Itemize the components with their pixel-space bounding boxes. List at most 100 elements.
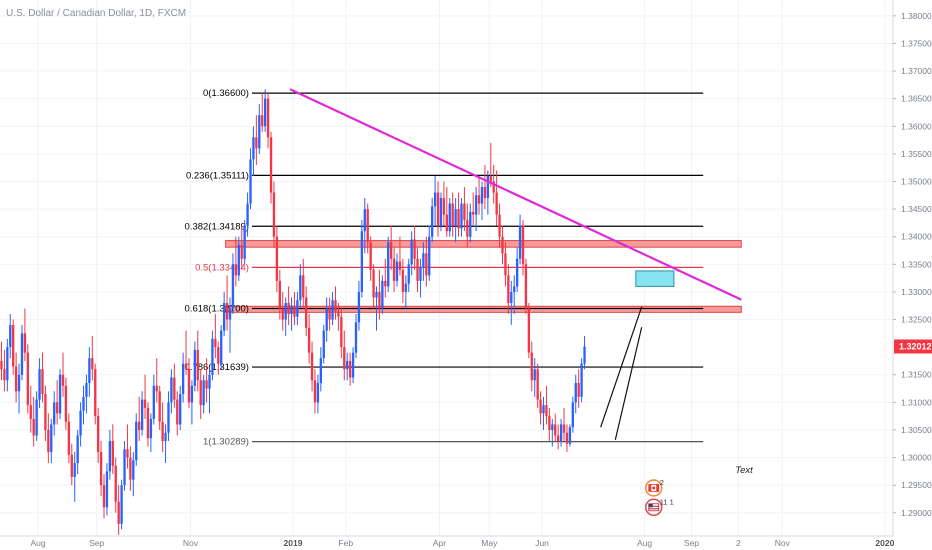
price-tick-label: 1.36500 xyxy=(901,94,932,104)
candle-body xyxy=(184,363,188,370)
candle-body xyxy=(12,325,15,367)
candle-body xyxy=(504,253,507,276)
candle-body xyxy=(580,363,583,397)
fibonacci-layer[interactable]: 0(1.36600) 0.236(1.35111) 0.382(1.34189) 0.… xyxy=(185,88,704,448)
canada-flag-band xyxy=(648,484,652,492)
candle-body xyxy=(234,264,238,276)
time-axis[interactable]: Aug Sep Nov 2019 Feb Apr May Jun Aug Sep 2 Nov 2020 xyxy=(0,535,932,550)
candle-body xyxy=(208,374,211,389)
candle-body xyxy=(404,283,407,292)
candle-body xyxy=(337,311,340,317)
time-axis-background xyxy=(0,536,932,550)
time-tick-label: Nov xyxy=(775,538,791,548)
chart-title: U.S. Dollar / Canadian Dollar, 1D, FXCM xyxy=(6,8,186,19)
price-tick-label: 1.31000 xyxy=(901,397,932,407)
candle-body xyxy=(554,424,557,436)
candle-body xyxy=(231,264,235,309)
candle-body xyxy=(190,385,194,403)
time-tick-label: May xyxy=(481,538,498,548)
time-tick-label: Nov xyxy=(183,538,199,548)
candle-body xyxy=(6,347,9,381)
candle-body xyxy=(129,457,132,480)
candle-body xyxy=(501,236,504,254)
channel-line[interactable] xyxy=(600,306,643,428)
fib-level-label: 1(1.30289) xyxy=(203,437,249,448)
fib-level-label: 0.382(1.34189) xyxy=(185,221,249,232)
candle-body xyxy=(422,253,425,268)
resistance-zone xyxy=(225,305,742,313)
candle-body xyxy=(14,366,18,392)
price-axis[interactable]: 1.38000 1.37500 1.37000 1.36500 1.36000 1.355… xyxy=(892,0,932,536)
candle-body xyxy=(91,358,94,370)
candle-body xyxy=(457,209,460,229)
candle-body xyxy=(167,402,170,433)
candle-body xyxy=(542,405,545,414)
fib-level-label: 0.5(1.33444) xyxy=(195,262,249,273)
candle-body xyxy=(513,286,516,292)
candle-body xyxy=(387,242,390,287)
candle-body xyxy=(176,399,179,425)
time-tick-label: Feb xyxy=(338,538,353,548)
fib-level-label: 0(1.36600) xyxy=(203,88,249,99)
candle-body xyxy=(474,195,478,215)
candle-body xyxy=(3,369,6,381)
candle-body xyxy=(392,258,396,281)
candle-body xyxy=(38,369,41,400)
candle-body xyxy=(389,242,393,259)
candle-body xyxy=(536,369,539,400)
candle-body xyxy=(108,441,112,472)
trend-line[interactable] xyxy=(289,88,742,301)
drawing-layer[interactable] xyxy=(289,88,742,441)
candle-body xyxy=(454,209,457,226)
candle-body xyxy=(299,275,302,301)
price-tick-label: 1.37000 xyxy=(901,66,932,76)
time-tick-label: Aug xyxy=(31,538,46,548)
candle-body xyxy=(258,115,261,149)
candle-body xyxy=(469,211,472,237)
candle-body xyxy=(138,421,141,430)
candle-body xyxy=(146,407,150,439)
candle-body xyxy=(126,449,129,458)
candle-body xyxy=(79,410,82,436)
candle-body xyxy=(568,427,572,444)
candle-body xyxy=(507,275,510,303)
target-zone xyxy=(635,270,675,287)
channel-line[interactable] xyxy=(614,327,643,441)
candle-body xyxy=(574,383,577,403)
candle-body xyxy=(164,432,167,442)
candle-body xyxy=(64,385,68,422)
candle-body xyxy=(398,261,402,270)
candle-body xyxy=(158,391,161,422)
candle-body xyxy=(296,300,299,317)
candle-body xyxy=(302,275,305,298)
zone-layer xyxy=(225,240,742,313)
candle-body xyxy=(483,187,487,199)
price-tick-label: 1.37500 xyxy=(901,38,932,48)
price-tick-label: 1.33000 xyxy=(901,287,932,297)
last-price-badge xyxy=(894,339,932,354)
candle-body xyxy=(143,399,147,408)
candle-body xyxy=(366,209,369,243)
candle-body xyxy=(433,192,437,207)
price-tick-label: 1.30000 xyxy=(901,453,932,463)
candle-body xyxy=(346,360,349,370)
price-tick-label: 1.38000 xyxy=(901,11,932,21)
candle-body xyxy=(419,267,422,281)
candle-body xyxy=(451,203,454,226)
candle-body xyxy=(539,399,542,414)
event-flag: 2 xyxy=(644,478,664,497)
time-tick-label: Sep xyxy=(684,538,699,548)
candle-body xyxy=(331,300,334,320)
canada-flag-leaf xyxy=(652,486,656,490)
candle-body xyxy=(492,181,495,193)
candle-body xyxy=(41,369,44,395)
candle-body xyxy=(498,214,501,237)
candle-body xyxy=(533,369,536,381)
candle-body xyxy=(214,338,217,348)
event-flag: 11 1 xyxy=(644,497,674,517)
candle-body xyxy=(524,264,528,309)
candle-body xyxy=(305,297,308,328)
candle-body xyxy=(515,258,519,287)
